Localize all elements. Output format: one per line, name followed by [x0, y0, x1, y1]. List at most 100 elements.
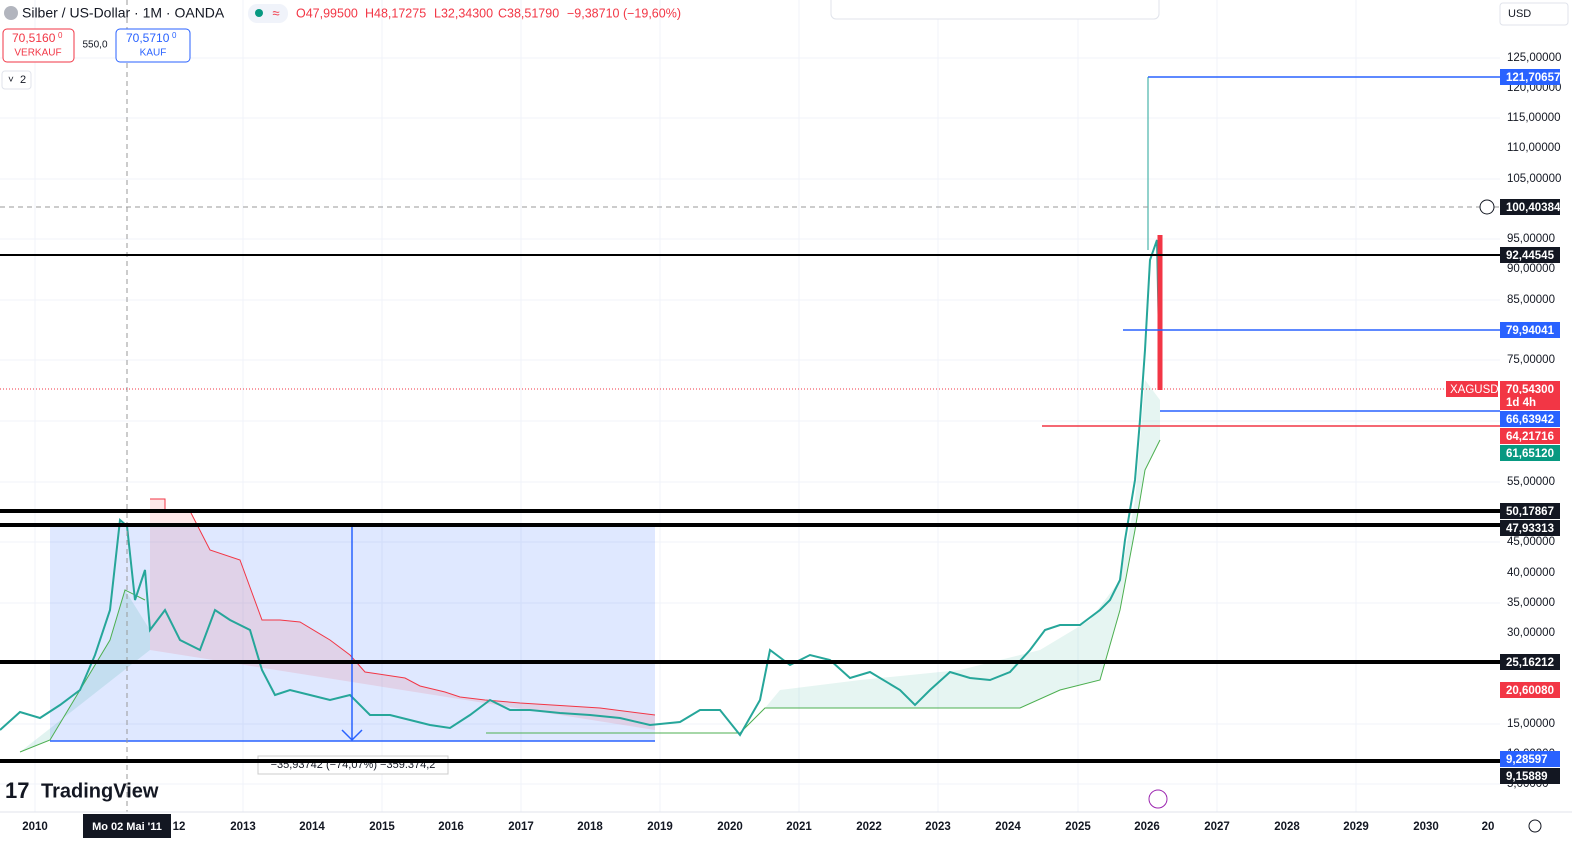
- price-tag: [1500, 682, 1560, 698]
- trail-zone: [20, 590, 150, 752]
- price-label: 95,00000: [1507, 233, 1555, 245]
- price-label: 40,00000: [1507, 567, 1555, 579]
- price-tag-label: 66,63942: [1506, 414, 1554, 426]
- indicator-count: 2: [20, 74, 26, 86]
- trail-line: [19, 589, 146, 753]
- price-tag: [1500, 381, 1560, 397]
- symbol-icon: [4, 6, 18, 20]
- drawing-toolbar[interactable]: [830, 0, 1160, 20]
- price-label: 15,00000: [1507, 718, 1555, 730]
- time-label: 2010: [22, 821, 48, 833]
- price-tag: [1500, 247, 1560, 263]
- time-label: 2016: [438, 821, 464, 833]
- price-tag: [1500, 428, 1560, 444]
- buy-label: KAUF: [140, 48, 167, 59]
- event-icon[interactable]: [1148, 789, 1168, 809]
- time-label: 2026: [1134, 821, 1160, 833]
- levels: [0, 254, 1500, 763]
- price-tag-label: 121,70657: [1506, 72, 1560, 84]
- price-label: 115,00000: [1507, 112, 1561, 124]
- sell-button[interactable]: [2, 28, 75, 63]
- currency: USD: [1508, 8, 1531, 20]
- arrow-head: [341, 729, 363, 742]
- time-label: 2024: [995, 821, 1021, 833]
- time-label: 2013: [230, 821, 256, 833]
- time-label: 2023: [925, 821, 951, 833]
- ohlc-change: −9,38710 (−19,60%): [567, 6, 681, 20]
- price-tag: [1500, 654, 1560, 670]
- price-tag-label: 47,93313: [1506, 523, 1554, 535]
- price-label: 35,00000: [1507, 597, 1555, 609]
- price-tag-label: 70,54300: [1506, 384, 1554, 396]
- add-alert: [1479, 199, 1495, 215]
- price-tag: [1500, 768, 1560, 784]
- brand: TradingView: [41, 780, 159, 802]
- price-tag-label: 61,65120: [1506, 448, 1554, 460]
- price-label: 125,00000: [1507, 52, 1561, 64]
- status-pill[interactable]: [248, 4, 288, 23]
- price-tag-label: 64,21716: [1506, 431, 1554, 443]
- ohlc-high: H48,17275: [365, 6, 426, 20]
- settings-icon[interactable]: [1528, 819, 1542, 833]
- ohlc-close: C38,51790: [498, 6, 559, 20]
- status-icon: ≈: [272, 5, 279, 20]
- time-label: 2015: [369, 821, 395, 833]
- sell-sup: 0: [58, 31, 63, 40]
- price-label: 90,00000: [1507, 263, 1555, 275]
- price-tag-label: 25,16212: [1506, 657, 1554, 669]
- stop-line: [150, 498, 656, 716]
- currency-select[interactable]: [1499, 2, 1569, 26]
- time-label: 2030: [1413, 821, 1439, 833]
- price-label: 120,00000: [1507, 82, 1561, 94]
- time-label: 2021: [786, 821, 812, 833]
- trail-line: [486, 439, 1161, 734]
- price-tag-label: 9,15889: [1506, 771, 1548, 783]
- price-tag-label: 1d 4h: [1506, 397, 1536, 409]
- price-tag-label: 9,28597: [1506, 754, 1548, 766]
- price-tag: [1500, 394, 1560, 410]
- price-tag: [1500, 69, 1560, 85]
- price-label: 105,00000: [1507, 173, 1561, 185]
- price-tag: [1500, 503, 1560, 519]
- crosshair-date-box: [83, 814, 171, 838]
- buy-price: 70,5710: [126, 31, 170, 45]
- price-tag: [1500, 445, 1560, 461]
- price-label: 45,00000: [1507, 536, 1555, 548]
- buy-button[interactable]: [115, 28, 191, 63]
- price-tag-label: 50,17867: [1506, 506, 1554, 518]
- price-tag-label: 92,44545: [1506, 250, 1555, 262]
- price-tag: [1500, 520, 1560, 536]
- price-tag: [1500, 199, 1560, 215]
- time-label: 2028: [1274, 821, 1300, 833]
- time-label: 2018: [577, 821, 603, 833]
- price-tag-label: 79,94041: [1506, 325, 1555, 337]
- time-label: 2029: [1343, 821, 1369, 833]
- ohlc-low: L32,34300: [434, 6, 493, 20]
- symbol-tag: [1446, 381, 1498, 397]
- sell-price: 70,5160: [12, 31, 56, 45]
- price-tag-label: 20,60080: [1506, 685, 1554, 697]
- price-tag: [1500, 751, 1560, 767]
- indicator-toggle[interactable]: [1, 70, 32, 90]
- time-label: Mo 02 Mai '11: [92, 821, 162, 833]
- time-label: 2020: [717, 821, 743, 833]
- price-tag: [1500, 411, 1560, 427]
- status-dot: [255, 9, 263, 17]
- time-label: 2022: [856, 821, 882, 833]
- time-label: 2017: [508, 821, 534, 833]
- spread: 550,0: [82, 40, 107, 51]
- time-label: 2014: [299, 821, 325, 833]
- buy-sup: 0: [172, 31, 177, 40]
- time-label: 2019: [647, 821, 673, 833]
- price-label: 30,00000: [1507, 627, 1555, 639]
- time-label: 2027: [1204, 821, 1230, 833]
- time-label: 2025: [1065, 821, 1091, 833]
- price-tag-label: 100,40384: [1506, 202, 1561, 214]
- price-path: [0, 239, 1161, 737]
- time-label: 20: [1482, 821, 1495, 833]
- toggle-chevron: ˅: [8, 75, 14, 86]
- price-tag: [1500, 322, 1560, 338]
- price-label: 85,00000: [1507, 294, 1555, 306]
- price-label: 75,00000: [1507, 354, 1555, 366]
